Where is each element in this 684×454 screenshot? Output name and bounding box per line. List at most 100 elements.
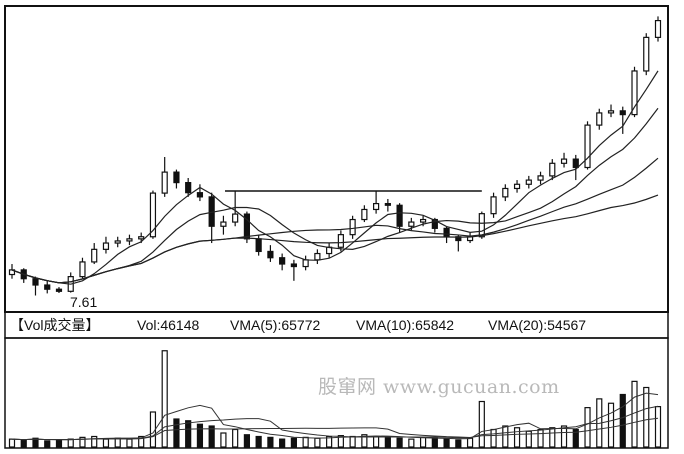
candle-body <box>267 250 274 259</box>
volume-bar <box>32 437 39 448</box>
candle-body <box>91 248 98 263</box>
volume-bar <box>314 437 321 448</box>
volume-bar <box>584 407 591 448</box>
candle-body <box>478 213 485 238</box>
volume-bar <box>466 437 474 448</box>
volume-bar <box>255 435 262 448</box>
volume-bar <box>302 436 309 448</box>
volume-bar <box>91 435 98 448</box>
volume-bar <box>243 434 251 448</box>
candle-body <box>279 257 286 265</box>
vol-value: Vol:46148 <box>137 317 200 333</box>
volume-bar <box>643 386 650 448</box>
candle-body <box>349 218 356 236</box>
vma20-line <box>11 417 659 441</box>
vma5-value: VMA(5):65772 <box>230 317 321 333</box>
vma10-value: VMA(10):65842 <box>356 317 455 333</box>
candle-body <box>232 213 239 223</box>
candle-body <box>525 179 532 185</box>
volume-bar <box>443 438 450 448</box>
candle-body <box>220 221 227 227</box>
volume-bar <box>455 439 462 448</box>
volume-indicator-title: 【Vol成交量】 <box>10 317 100 333</box>
volume-bar <box>513 427 521 448</box>
volume-bar <box>55 439 63 448</box>
candle-body <box>55 288 63 292</box>
volume-bar <box>232 428 239 448</box>
volume-bar <box>20 439 27 448</box>
volume-bar <box>279 438 286 448</box>
candle-body <box>396 204 403 227</box>
volume-bar <box>419 436 427 448</box>
volume-bar <box>290 437 297 448</box>
candle-body <box>126 238 133 242</box>
volume-bar <box>196 423 204 448</box>
volume-bar <box>431 437 438 448</box>
ma20-line <box>11 157 659 284</box>
volume-bar <box>349 435 356 448</box>
candle-body <box>114 240 121 244</box>
candle-body <box>161 171 168 194</box>
candle-body <box>149 192 157 238</box>
candle-body <box>314 252 321 261</box>
candle-body <box>384 202 391 206</box>
volume-bar <box>337 435 344 448</box>
volume-bar <box>126 438 133 448</box>
volume-bar <box>220 432 227 448</box>
candle-body <box>337 234 344 248</box>
volume-panel-border <box>4 337 669 449</box>
volume-bar <box>8 438 16 448</box>
volume-bar <box>373 435 380 448</box>
volume-bar <box>44 440 51 448</box>
volume-bar <box>396 437 403 448</box>
volume-bar <box>361 434 368 448</box>
candle-body <box>549 162 556 177</box>
candle-body <box>44 284 51 290</box>
volume-bar <box>208 425 215 448</box>
candle-body <box>560 158 568 164</box>
candle-body <box>584 124 591 169</box>
volume-bar <box>607 402 615 448</box>
candle-body <box>596 112 603 126</box>
volume-bar <box>161 350 168 448</box>
candle-body <box>654 19 662 38</box>
volume-bar <box>384 436 391 448</box>
candle-body <box>302 259 309 268</box>
volume-bar <box>267 436 274 448</box>
candle-body <box>443 227 450 238</box>
candle-body <box>79 261 86 278</box>
candle-body <box>255 238 262 253</box>
candle-body <box>173 171 180 184</box>
candle-body <box>290 263 297 268</box>
price-candles <box>8 16 662 296</box>
candle-body <box>373 202 380 211</box>
volume-bar <box>138 435 145 448</box>
volume-bar <box>502 425 509 448</box>
candle-body <box>619 110 626 116</box>
candle-body <box>102 242 110 250</box>
moving-average-lines <box>11 70 659 285</box>
candle-body <box>572 158 579 169</box>
candle-body <box>32 278 39 286</box>
watermark: 股窜网 www.gucuan.com <box>318 376 560 398</box>
volume-bar <box>560 425 568 448</box>
candle-body <box>138 236 145 240</box>
candle-body <box>431 218 438 229</box>
volume-bar <box>537 428 544 448</box>
volume-bar <box>490 428 497 448</box>
candle-body <box>502 187 509 198</box>
volume-bar <box>79 436 86 448</box>
volume-bar <box>549 427 556 448</box>
candle-body <box>537 175 544 181</box>
volume-bars <box>8 350 662 448</box>
volume-bar <box>654 406 662 448</box>
candle-body <box>185 182 192 194</box>
candle-body <box>196 192 204 198</box>
ma10-line <box>11 107 659 284</box>
candle-body <box>643 36 650 72</box>
low-price-label: 7.61 <box>70 294 98 310</box>
volume-bar <box>102 438 110 448</box>
candle-body <box>490 196 497 215</box>
volume-bar <box>114 437 121 448</box>
